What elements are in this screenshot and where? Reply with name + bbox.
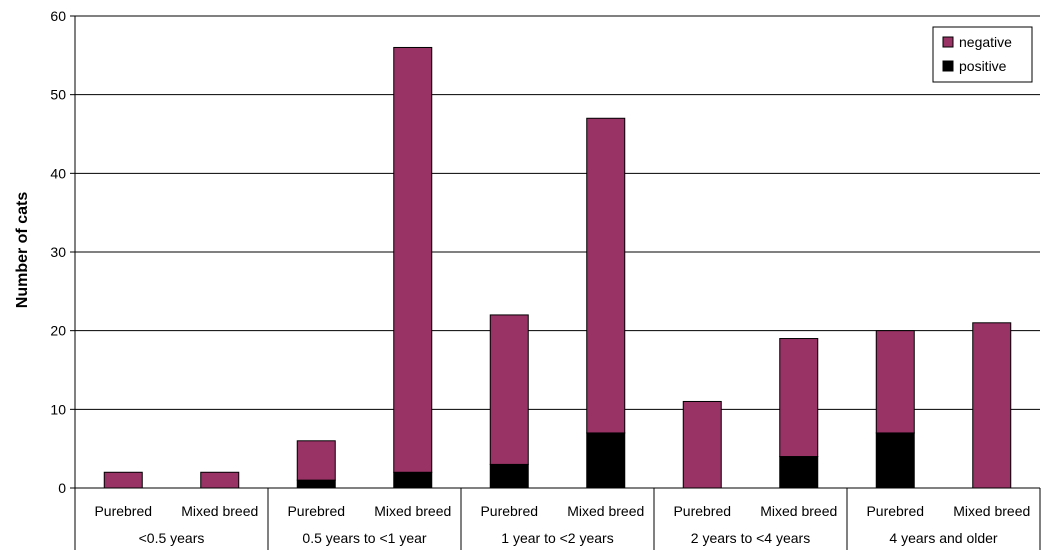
y-tick-label: 20 xyxy=(50,323,66,339)
bar-positive-3 xyxy=(393,471,433,489)
legend-swatch-negative xyxy=(942,36,954,48)
x-category-label: Purebred xyxy=(480,503,538,519)
x-category-label: Purebred xyxy=(287,503,345,519)
x-category-label: Purebred xyxy=(866,503,924,519)
bar-negative-0 xyxy=(103,471,143,489)
x-category-label: Purebred xyxy=(673,503,731,519)
bar-negative-3 xyxy=(393,46,433,473)
y-tick-label: 30 xyxy=(50,244,66,260)
x-category-label: Mixed breed xyxy=(181,503,258,519)
x-category-label: Mixed breed xyxy=(760,503,837,519)
x-group-label: 0.5 years to <1 year xyxy=(302,530,426,546)
bar-positive-4 xyxy=(489,463,529,489)
x-category-label: Mixed breed xyxy=(567,503,644,519)
y-tick-label: 50 xyxy=(50,87,66,103)
bar-negative-8 xyxy=(875,330,915,434)
x-category-label: Mixed breed xyxy=(374,503,451,519)
bar-negative-2 xyxy=(296,440,336,481)
legend: negative positive xyxy=(932,26,1033,83)
y-axis-title: Number of cats xyxy=(14,192,31,309)
bar-negative-7 xyxy=(779,338,819,458)
y-tick-label: 60 xyxy=(50,8,66,24)
bar-positive-8 xyxy=(875,432,915,489)
legend-swatch-positive xyxy=(942,60,954,72)
x-group-label: 1 year to <2 years xyxy=(501,530,613,546)
bar-positive-5 xyxy=(586,432,626,489)
bars xyxy=(103,46,1012,489)
legend-label-positive: positive xyxy=(959,58,1007,74)
bar-negative-1 xyxy=(200,471,240,489)
y-tick-label: 40 xyxy=(50,165,66,181)
bar-negative-9 xyxy=(972,322,1012,489)
y-tick-label: 0 xyxy=(58,480,66,496)
axes xyxy=(74,16,1041,550)
x-axis-labels: Purebred Mixed breed Purebred Mixed breed Pu… xyxy=(94,503,1030,546)
legend-label-negative: negative xyxy=(959,34,1012,50)
bar-positive-7 xyxy=(779,456,819,489)
bar-negative-4 xyxy=(489,314,529,465)
x-group-label: 4 years and older xyxy=(889,530,998,546)
x-group-label: <0.5 years xyxy=(139,530,205,546)
bar-negative-5 xyxy=(586,117,626,434)
bar-positive-2 xyxy=(296,479,336,489)
x-category-label: Purebred xyxy=(94,503,152,519)
x-category-label: Mixed breed xyxy=(953,503,1030,519)
y-axis-ticks: 0 10 20 30 40 50 60 xyxy=(50,8,75,496)
legend-box xyxy=(932,26,1033,83)
y-tick-label: 10 xyxy=(50,401,66,417)
bar-negative-6 xyxy=(682,400,722,489)
x-group-label: 2 years to <4 years xyxy=(691,530,810,546)
